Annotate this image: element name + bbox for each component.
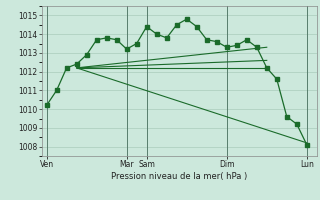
X-axis label: Pression niveau de la mer( hPa ): Pression niveau de la mer( hPa ) [111,172,247,181]
